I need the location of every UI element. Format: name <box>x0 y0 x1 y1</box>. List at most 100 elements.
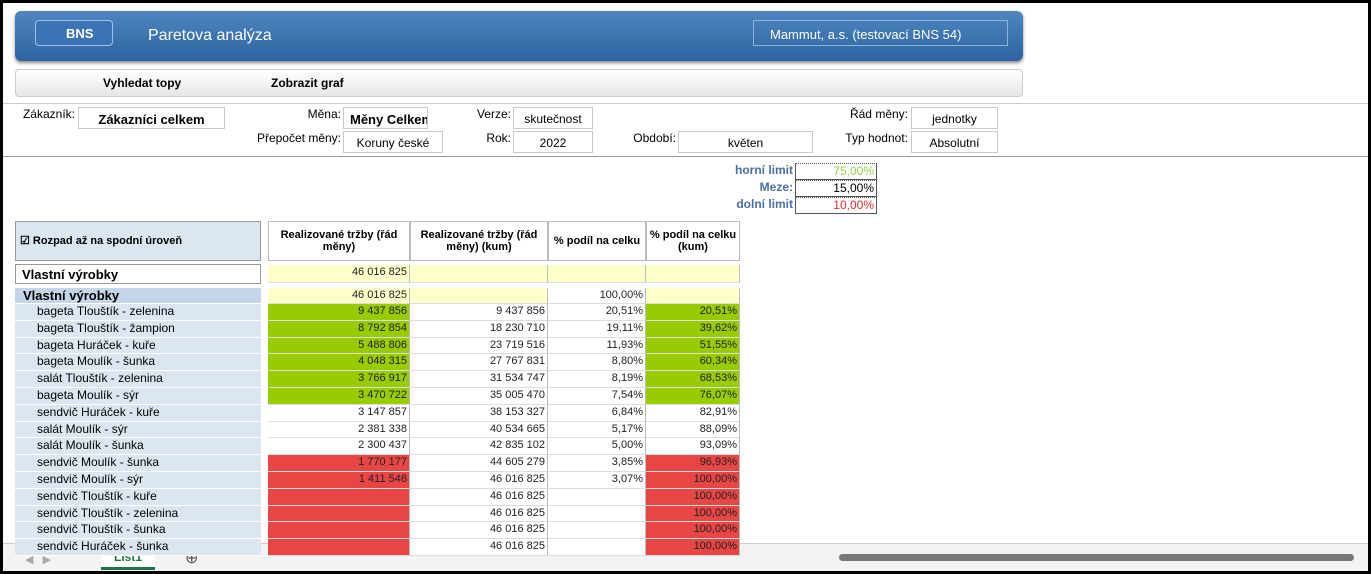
cell: 100,00% <box>646 539 740 556</box>
cell <box>548 539 646 556</box>
filter-label: Verze: <box>476 107 511 121</box>
cell <box>268 522 410 540</box>
filter-value[interactable]: Měny Celkem <box>343 107 428 129</box>
row-name: bageta Moulík - sýr <box>15 388 261 405</box>
row-name: salát Moulík - sýr <box>15 421 261 439</box>
nav-arrows[interactable]: ◀ ▶ <box>25 554 52 566</box>
filter-value[interactable]: jednotky <box>911 107 998 129</box>
row-name: bageta Tlouštík - zelenina <box>15 304 261 321</box>
cell <box>646 288 740 304</box>
filter-value[interactable]: 2022 <box>513 131 593 153</box>
cell <box>548 505 646 523</box>
cell: 46 016 825 <box>268 288 410 304</box>
limit-value: 10,00% <box>795 197 877 214</box>
checkbox-label: Rozpad až na spodní úroveň <box>32 235 183 247</box>
column-header: % podíl na celku <box>548 221 646 261</box>
cell: 46 016 825 <box>410 472 548 489</box>
filter-label: Zákazník: <box>22 107 75 121</box>
filter-value[interactable]: skutečnost <box>513 107 593 129</box>
limit-label: dolní limit <box>736 197 793 211</box>
header-bar <box>15 11 1023 61</box>
limit-label: horní limit <box>735 163 793 177</box>
cell: 46 016 825 <box>268 265 410 283</box>
cell: 1 770 177 <box>268 455 410 472</box>
cell: 5 488 806 <box>268 337 410 355</box>
cell: 88,09% <box>646 421 740 439</box>
filter-label: Období: <box>633 131 676 145</box>
cell: 20,51% <box>548 304 646 321</box>
cell: 9 437 856 <box>410 304 548 321</box>
cell: 38 153 327 <box>410 404 548 422</box>
cell: 7,54% <box>548 388 646 405</box>
cell: 4 048 315 <box>268 354 410 372</box>
filter-value[interactable]: květen <box>678 131 813 153</box>
cell: 19,11% <box>548 320 646 338</box>
app-title: Paretova analýza <box>148 27 272 44</box>
cell: 27 767 831 <box>410 354 548 372</box>
cell: 18 230 710 <box>410 320 548 338</box>
cell: 31 534 747 <box>410 371 548 388</box>
cell: 51,55% <box>646 337 740 355</box>
cell <box>268 488 410 506</box>
cell: 8 792 854 <box>268 320 410 338</box>
cell: 100,00% <box>548 288 646 304</box>
cell: 1 411 546 <box>268 472 410 489</box>
cell: 5,17% <box>548 421 646 439</box>
cell: 76,07% <box>646 388 740 405</box>
cell: 3 147 857 <box>268 404 410 422</box>
cell: 6,84% <box>548 404 646 422</box>
cell: 68,53% <box>646 371 740 388</box>
row-name: sendvič Huráček - šunka <box>15 539 261 556</box>
logo[interactable]: BNS <box>35 20 113 46</box>
scrollbar[interactable] <box>839 554 1354 561</box>
column-header: % podíl na celku (kum) <box>646 221 740 261</box>
row-name: sendvič Tlouštík - kuře <box>15 488 261 506</box>
row-name: sendvič Tlouštík - šunka <box>15 522 261 540</box>
column-header: Realizované tržby (řád měny) <box>268 221 410 261</box>
filter-label: Řád měny: <box>849 107 908 121</box>
cell: 46 016 825 <box>410 539 548 556</box>
filter-value[interactable]: Zákazníci celkem <box>78 107 225 129</box>
cell: 93,09% <box>646 438 740 456</box>
limit-value: 15,00% <box>795 180 877 197</box>
cell: 35 005 470 <box>410 388 548 405</box>
company: Mammut, a.s. (testovací BNS 54) <box>753 20 1008 46</box>
cell <box>410 265 548 283</box>
summary-label: Vlastní výrobky <box>15 264 261 284</box>
filter-label: Měna: <box>307 107 341 121</box>
filter-value[interactable]: Koruny české <box>343 131 443 153</box>
cell: 42 835 102 <box>410 438 548 456</box>
cell <box>548 265 646 283</box>
limit-value: 75,00% <box>795 163 877 180</box>
group-label: Vlastní výrobky <box>15 288 261 304</box>
filter-value[interactable]: Absolutní <box>911 131 998 153</box>
cell: 39,62% <box>646 320 740 338</box>
cell: 23 719 516 <box>410 337 548 355</box>
cell <box>268 539 410 556</box>
column-header: Realizované tržby (řád měny) (kum) <box>410 221 548 261</box>
filter-label: Typ hodnot: <box>845 131 908 145</box>
cell: 3 766 917 <box>268 371 410 388</box>
row-name: bageta Moulík - šunka <box>15 354 261 372</box>
cell: 8,19% <box>548 371 646 388</box>
cell: 100,00% <box>646 522 740 540</box>
filter-label: Rok: <box>486 131 511 145</box>
limit-label: Meze: <box>759 180 793 194</box>
cell: 100,00% <box>646 505 740 523</box>
cell: 20,51% <box>646 304 740 321</box>
divider <box>3 156 1368 157</box>
toolbar <box>15 69 1023 97</box>
checkbox[interactable]: ☑ Rozpad až na spodní úroveň <box>15 221 261 261</box>
row-name: salát Tlouštík - zelenina <box>15 371 261 388</box>
toolbar-button[interactable]: Vyhledat topy <box>103 76 182 90</box>
cell: 40 534 665 <box>410 421 548 439</box>
row-name: salát Moulík - šunka <box>15 438 261 456</box>
cell: 96,93% <box>646 455 740 472</box>
cell <box>548 488 646 506</box>
cell <box>410 288 548 304</box>
cell: 60,34% <box>646 354 740 372</box>
cell: 11,93% <box>548 337 646 355</box>
toolbar-button[interactable]: Zobrazit graf <box>271 76 344 90</box>
filter-label: Přepočet měny: <box>256 131 341 145</box>
